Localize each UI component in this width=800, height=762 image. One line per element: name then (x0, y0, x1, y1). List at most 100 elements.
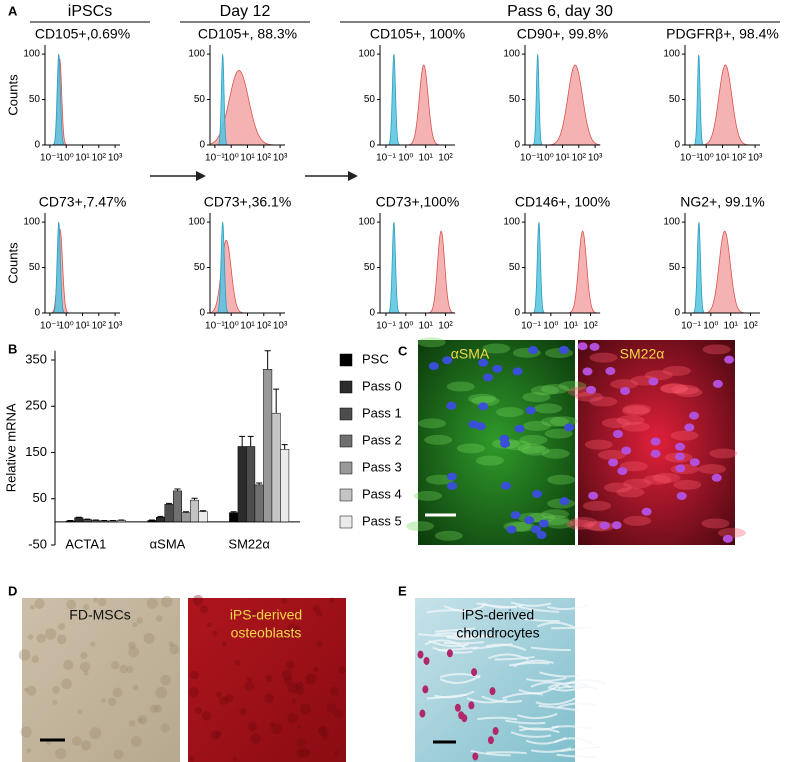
y-tick-label: -50 (28, 536, 47, 551)
cell (566, 519, 595, 530)
bar (173, 490, 182, 523)
speckle (30, 604, 35, 610)
y-tick-label: 0 (34, 308, 40, 319)
x-tick-label: 10¹ (418, 153, 433, 164)
speckle (123, 613, 129, 620)
cell (702, 344, 731, 355)
nucleus (641, 507, 652, 516)
nucleus (524, 516, 535, 525)
cell (584, 439, 613, 450)
plot-title: CD105+, 100% (370, 26, 465, 42)
cell (468, 393, 497, 404)
chondrocyte (489, 687, 496, 696)
bar (280, 449, 290, 523)
cell (623, 515, 652, 526)
bar (91, 520, 101, 523)
nucleus (650, 437, 661, 446)
cell (622, 404, 651, 415)
fiber (517, 712, 558, 720)
nucleus (478, 402, 489, 411)
fiber (426, 693, 468, 700)
nucleus (483, 373, 494, 382)
speckle (207, 622, 212, 627)
speckle (128, 641, 136, 650)
y-tick-label: 0 (369, 140, 375, 151)
y-tick-label: 50 (194, 94, 206, 105)
cell (540, 416, 569, 427)
cell (616, 415, 645, 426)
speckle (52, 699, 58, 705)
x-tick-label: 10⁻¹ (520, 153, 540, 164)
nucleus (675, 442, 686, 451)
fiber (526, 677, 567, 682)
error-bar (256, 482, 263, 485)
nucleus (724, 355, 735, 364)
nucleus (447, 481, 458, 490)
plot-title: CD105+,0.69% (35, 26, 130, 42)
cell (621, 421, 650, 432)
speckle (26, 685, 37, 696)
speckle (215, 691, 222, 698)
speckle (66, 599, 77, 610)
cell (414, 490, 443, 501)
x-tick-label: 10¹ (240, 321, 255, 332)
nucleus (514, 424, 525, 433)
speckle (295, 681, 304, 690)
y-tick-label: 50 (509, 262, 521, 273)
speckle (286, 623, 299, 636)
speckle (113, 613, 119, 619)
nucleus (478, 358, 489, 367)
x-tick-label: 10⁰ (543, 321, 558, 332)
y-tick-label: 0 (514, 308, 520, 319)
nucleus (582, 367, 593, 376)
speckle (312, 604, 321, 613)
nucleus (605, 367, 616, 376)
speckle (132, 684, 139, 691)
nucleus (499, 434, 510, 443)
speckle (126, 665, 134, 674)
speckle (77, 709, 83, 715)
cell (621, 405, 650, 416)
nucleus (577, 342, 588, 351)
cell (545, 518, 574, 529)
x-tick-label: 10⁻¹ (680, 153, 700, 164)
x-tick-label: 10⁰ (703, 321, 718, 332)
x-tick-label: SM22α (228, 536, 270, 551)
speckle (119, 664, 128, 674)
nucleus (559, 497, 570, 506)
fiber (494, 655, 535, 661)
fiber (482, 602, 524, 609)
y-tick-label: 100 (23, 217, 40, 228)
y-tick-label: 0 (34, 140, 40, 151)
cell (541, 509, 570, 520)
speckle (287, 682, 299, 694)
speckle (110, 660, 120, 670)
legend-swatch (339, 515, 353, 529)
error-bar (191, 497, 198, 501)
speckle (55, 748, 67, 760)
speckle (128, 646, 140, 658)
cell (589, 396, 618, 407)
bar (181, 512, 191, 523)
speckle (24, 687, 29, 692)
legend-label: Pass 0 (362, 378, 402, 393)
panel-label: D (8, 583, 17, 598)
nucleus (722, 534, 733, 543)
legend-swatch (339, 434, 353, 448)
speckle (146, 597, 158, 609)
cell (544, 428, 573, 439)
speckle (36, 633, 46, 644)
bar (108, 520, 118, 523)
x-tick-label: 10² (257, 321, 272, 332)
y-tick-label: 100 (663, 49, 680, 60)
cell (406, 521, 435, 532)
chondrocyte (422, 685, 429, 694)
speckle (215, 730, 222, 738)
error-bar (273, 388, 280, 414)
speckle (269, 721, 276, 727)
speckle (305, 673, 317, 685)
image-texture (18, 337, 746, 762)
x-tick-label: 10⁻¹ (521, 321, 541, 332)
chondrocyte (468, 701, 475, 710)
group-header: Day 12 (220, 3, 271, 20)
